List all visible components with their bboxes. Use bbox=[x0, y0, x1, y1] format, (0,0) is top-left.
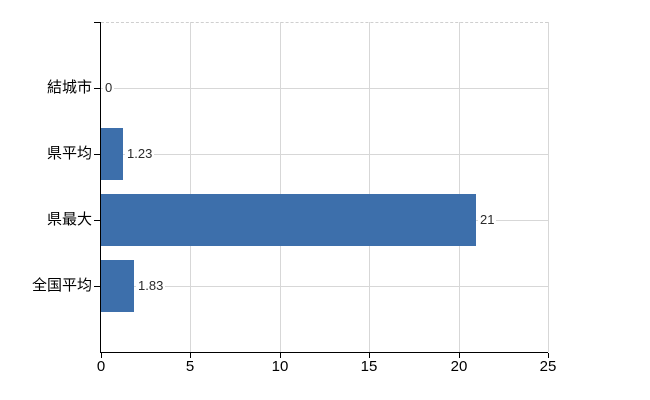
bar bbox=[101, 194, 476, 246]
category-label: 県平均 bbox=[46, 145, 92, 162]
plot-area: 0 1.23 21 1.83 0 5 10 15 20 25 bbox=[94, 22, 556, 375]
x-tick-label: 25 bbox=[539, 358, 557, 375]
horizontal-gridline bbox=[101, 154, 548, 155]
x-axis-tick bbox=[190, 353, 191, 358]
bar-value-label: 1.23 bbox=[125, 145, 155, 163]
x-axis-tick bbox=[459, 353, 460, 358]
x-axis-tick bbox=[369, 353, 370, 358]
x-axis-tick bbox=[101, 353, 102, 358]
vertical-gridline bbox=[548, 22, 549, 352]
category-label: 県最大 bbox=[46, 211, 92, 228]
vertical-gridline bbox=[369, 22, 370, 352]
y-axis-top-tick bbox=[94, 22, 100, 23]
x-tick-label: 20 bbox=[450, 358, 468, 375]
x-tick-label: 15 bbox=[360, 358, 378, 375]
bar-value-label: 0 bbox=[103, 79, 115, 97]
x-axis-tick bbox=[280, 353, 281, 358]
x-tick-label: 0 bbox=[96, 358, 106, 375]
y-axis-tick bbox=[94, 220, 100, 221]
plot-top-border bbox=[101, 22, 548, 23]
x-tick-label: 5 bbox=[185, 358, 195, 375]
category-label: 全国平均 bbox=[31, 277, 92, 294]
bar bbox=[101, 128, 123, 180]
vertical-gridline bbox=[459, 22, 460, 352]
bar-value-label: 21 bbox=[478, 211, 497, 229]
vertical-gridline bbox=[190, 22, 191, 352]
bar bbox=[101, 260, 134, 312]
x-axis-tick bbox=[548, 353, 549, 358]
horizontal-gridline bbox=[101, 88, 548, 89]
y-axis-tick bbox=[94, 154, 100, 155]
bar-value-label: 1.83 bbox=[136, 277, 166, 295]
vertical-gridline bbox=[280, 22, 281, 352]
x-tick-label: 10 bbox=[271, 358, 289, 375]
horizontal-gridline bbox=[101, 286, 548, 287]
y-axis-tick bbox=[94, 88, 100, 89]
category-label: 結城市 bbox=[46, 79, 92, 96]
y-axis-tick bbox=[94, 286, 100, 287]
